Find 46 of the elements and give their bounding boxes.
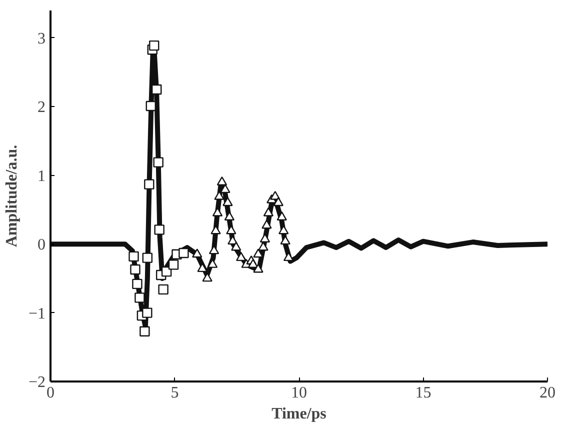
point xyxy=(270,190,280,200)
point xyxy=(231,242,242,251)
y-tick-label: 2 xyxy=(38,99,46,116)
y-tick-label: −1 xyxy=(28,305,46,322)
point xyxy=(149,40,160,51)
point xyxy=(220,184,230,194)
point xyxy=(128,251,139,262)
point xyxy=(253,248,264,258)
point xyxy=(253,264,264,273)
point xyxy=(158,284,168,295)
point xyxy=(154,224,164,235)
point xyxy=(134,292,145,303)
point xyxy=(280,236,290,245)
point xyxy=(140,326,150,336)
x-axis-title: Time/ps xyxy=(272,406,326,422)
point xyxy=(236,252,246,262)
point xyxy=(153,157,164,168)
y-tick-label: 3 xyxy=(38,30,46,48)
point xyxy=(222,197,233,206)
x-tick-label: 20 xyxy=(540,384,556,402)
point xyxy=(216,176,228,186)
point xyxy=(130,264,140,275)
point xyxy=(178,248,189,258)
y-tick-label: 0 xyxy=(38,236,46,254)
x-tick-label: 5 xyxy=(170,384,179,402)
point xyxy=(144,179,154,190)
y-axis-title: Amplitude/a.u. xyxy=(3,144,20,248)
y-tick-label: −2 xyxy=(28,374,46,391)
x-tick-label: 15 xyxy=(415,384,432,402)
point xyxy=(142,308,152,318)
y-tick-label: 1 xyxy=(38,168,46,185)
point xyxy=(152,84,162,95)
point xyxy=(263,207,274,216)
point xyxy=(224,212,235,220)
point xyxy=(276,212,287,220)
point xyxy=(142,252,153,263)
point xyxy=(262,220,272,229)
x-tick-label: 10 xyxy=(291,384,307,402)
point xyxy=(132,278,142,290)
point xyxy=(258,242,268,251)
point xyxy=(197,263,208,272)
point xyxy=(192,248,202,258)
point xyxy=(168,260,179,270)
point xyxy=(273,197,284,206)
point xyxy=(248,258,258,268)
point xyxy=(146,100,156,112)
